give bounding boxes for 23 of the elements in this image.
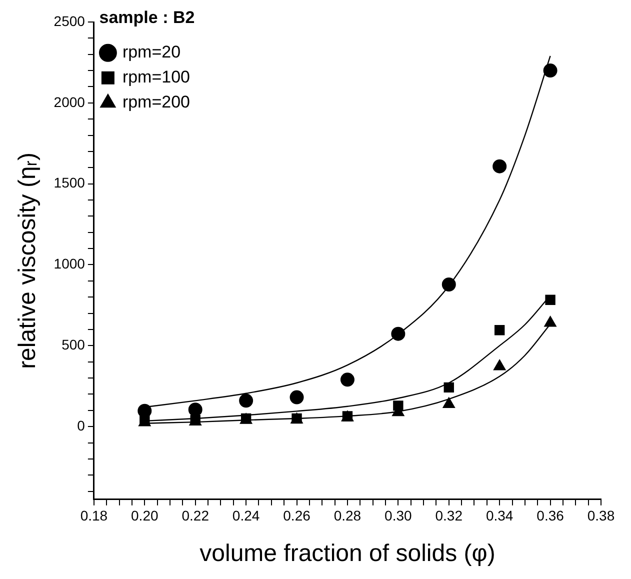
x-tick-label: 0.24	[232, 508, 260, 524]
x-tick-label: 0.20	[131, 508, 158, 524]
x-tick-label: 0.34	[486, 508, 514, 524]
y-tick-label: 2500	[54, 12, 86, 29]
x-tick-label: 0.26	[283, 508, 311, 524]
x-tick-label: 0.38	[587, 508, 615, 524]
y-tick-label: 0	[77, 417, 86, 434]
x-tick-label: 0.32	[435, 508, 463, 524]
y-tick-label: 2000	[54, 94, 86, 110]
x-tick-label: 0.22	[182, 508, 210, 524]
x-tick-label: 0.36	[536, 508, 564, 524]
x-axis-title: volume fraction of solids (φ)	[200, 540, 496, 568]
legend-title: sample : B2	[99, 8, 195, 28]
y-tick-label: 500	[62, 336, 86, 353]
legend-label: rpm=20	[122, 42, 181, 62]
x-tick-label: 0.18	[80, 508, 108, 524]
legend-label: rpm=100	[122, 68, 190, 87]
y-tick-label: 1000	[54, 256, 86, 272]
x-tick-label: 0.30	[384, 508, 412, 524]
legend-label: rpm=200	[122, 92, 190, 112]
y-axis-title: relative viscosity (ηᵣ)	[14, 152, 42, 369]
y-tick-label: 1500	[54, 174, 86, 191]
x-tick-label: 0.28	[334, 508, 362, 524]
